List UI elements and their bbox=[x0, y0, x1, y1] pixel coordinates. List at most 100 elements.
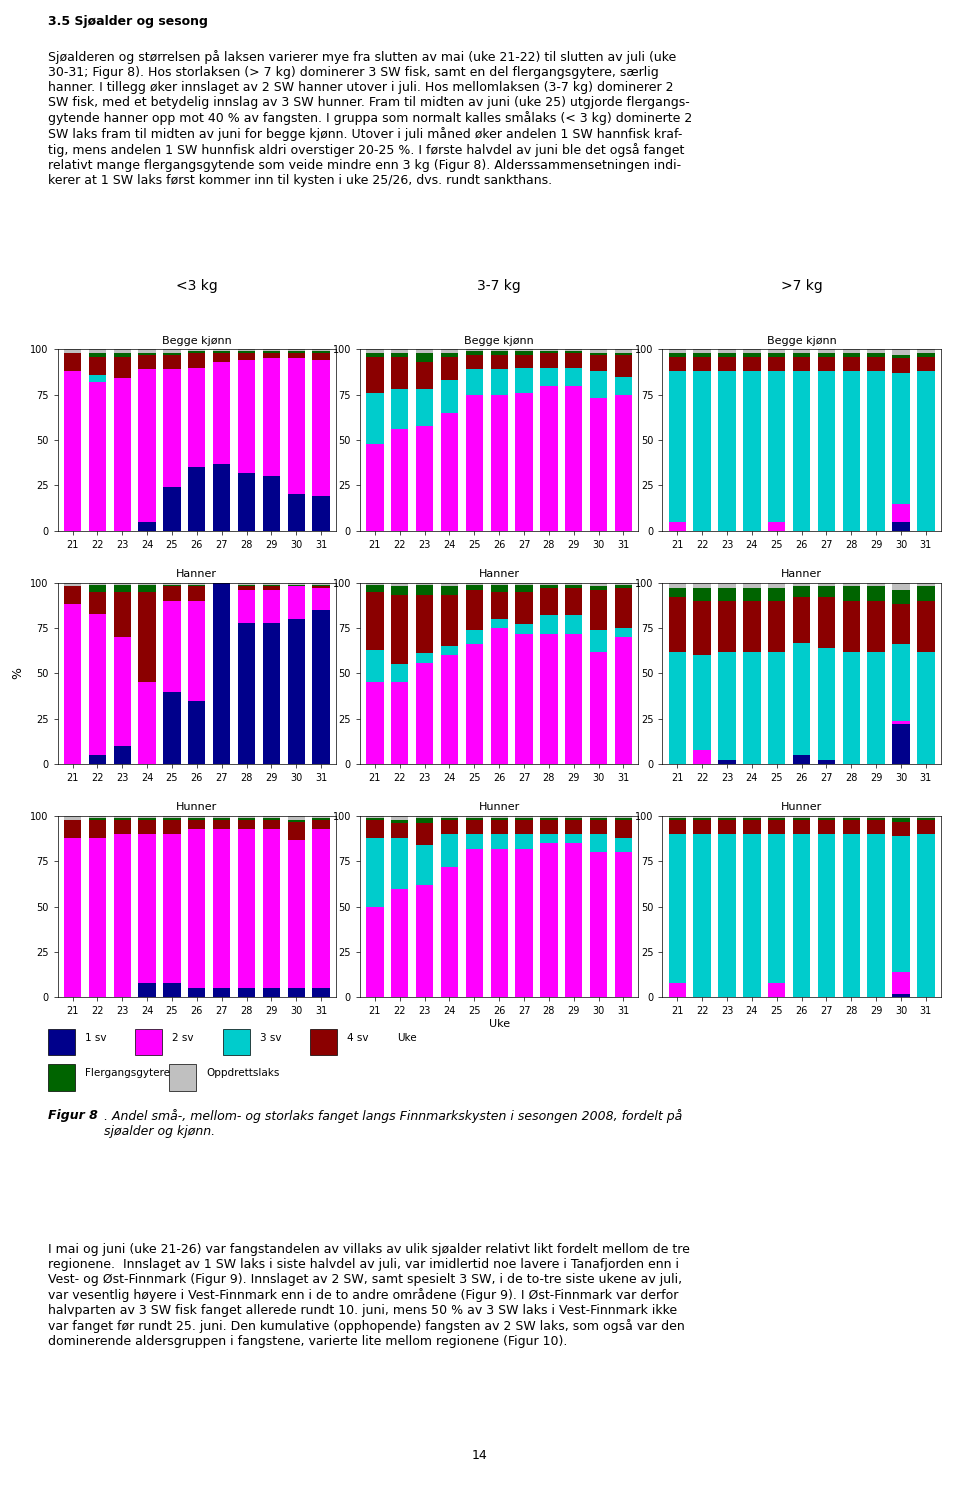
Bar bbox=[391, 353, 408, 356]
Bar bbox=[614, 355, 633, 377]
Bar bbox=[768, 356, 785, 371]
Bar bbox=[590, 835, 608, 852]
Bar bbox=[312, 588, 330, 610]
Bar bbox=[818, 760, 835, 765]
Bar bbox=[466, 630, 483, 644]
Bar bbox=[893, 590, 910, 604]
Bar bbox=[88, 585, 106, 593]
Bar bbox=[63, 582, 82, 587]
Bar bbox=[590, 818, 608, 820]
Bar bbox=[391, 349, 408, 353]
Bar bbox=[312, 817, 330, 818]
Bar bbox=[590, 630, 608, 652]
Bar bbox=[743, 818, 760, 820]
Bar bbox=[491, 395, 508, 530]
Bar bbox=[768, 588, 785, 601]
Bar bbox=[441, 380, 458, 413]
Bar bbox=[893, 373, 910, 503]
Bar bbox=[793, 582, 810, 587]
Bar bbox=[718, 817, 735, 818]
Bar bbox=[312, 585, 330, 587]
Bar bbox=[288, 353, 305, 358]
Bar bbox=[466, 395, 483, 530]
Bar bbox=[668, 597, 686, 652]
Bar bbox=[441, 655, 458, 765]
Bar bbox=[312, 610, 330, 765]
Bar bbox=[868, 582, 885, 587]
Bar bbox=[391, 429, 408, 530]
Bar bbox=[743, 652, 760, 765]
Bar bbox=[163, 817, 180, 818]
Bar bbox=[668, 588, 686, 597]
Bar bbox=[693, 356, 710, 371]
Bar bbox=[163, 355, 180, 370]
Bar bbox=[917, 349, 935, 353]
Bar bbox=[366, 353, 384, 356]
Bar bbox=[238, 989, 255, 998]
Bar bbox=[491, 585, 508, 593]
Text: Flergangsgytere: Flergangsgytere bbox=[85, 1068, 170, 1078]
Bar bbox=[743, 356, 760, 371]
Bar bbox=[491, 352, 508, 355]
Bar bbox=[113, 585, 131, 593]
Bar bbox=[590, 817, 608, 818]
Bar bbox=[540, 843, 558, 998]
Bar bbox=[793, 371, 810, 530]
Bar bbox=[416, 845, 433, 885]
Bar bbox=[693, 353, 710, 356]
Bar bbox=[743, 582, 760, 588]
Bar bbox=[693, 349, 710, 353]
Bar bbox=[188, 352, 205, 353]
Bar bbox=[416, 823, 433, 845]
Bar bbox=[917, 356, 935, 371]
Bar bbox=[466, 355, 483, 370]
Bar bbox=[163, 820, 180, 835]
Bar bbox=[466, 370, 483, 395]
Bar bbox=[263, 358, 280, 477]
Bar bbox=[516, 394, 533, 530]
Bar bbox=[213, 353, 230, 362]
Bar bbox=[416, 349, 433, 353]
Bar bbox=[391, 683, 408, 765]
Bar bbox=[718, 835, 735, 998]
Bar bbox=[614, 582, 633, 585]
Bar bbox=[743, 835, 760, 998]
Bar bbox=[48, 1029, 75, 1056]
Bar bbox=[263, 829, 280, 989]
Bar bbox=[441, 413, 458, 530]
Bar bbox=[391, 595, 408, 664]
Bar bbox=[693, 371, 710, 530]
Bar bbox=[540, 615, 558, 634]
Bar bbox=[540, 367, 558, 386]
Text: Figur 8: Figur 8 bbox=[48, 1109, 98, 1121]
Bar bbox=[818, 356, 835, 371]
Bar bbox=[88, 818, 106, 820]
Bar bbox=[213, 362, 230, 463]
Bar bbox=[614, 628, 633, 637]
Bar bbox=[818, 647, 835, 760]
Bar bbox=[188, 582, 205, 585]
Bar bbox=[614, 818, 633, 820]
Bar bbox=[138, 983, 156, 998]
Bar bbox=[263, 477, 280, 530]
Bar bbox=[693, 655, 710, 750]
Bar bbox=[843, 818, 860, 820]
Bar bbox=[163, 587, 180, 601]
Bar bbox=[263, 622, 280, 765]
Bar bbox=[868, 353, 885, 356]
Bar bbox=[416, 362, 433, 389]
Bar bbox=[138, 521, 156, 530]
Bar bbox=[893, 604, 910, 644]
Bar bbox=[693, 582, 710, 588]
Bar bbox=[614, 395, 633, 530]
Bar bbox=[88, 582, 106, 585]
Bar bbox=[88, 613, 106, 754]
Bar bbox=[693, 835, 710, 998]
Bar bbox=[516, 634, 533, 765]
Y-axis label: %: % bbox=[12, 667, 25, 680]
Bar bbox=[163, 582, 180, 585]
Bar bbox=[743, 353, 760, 356]
Bar bbox=[718, 349, 735, 353]
Bar bbox=[668, 818, 686, 820]
Bar bbox=[793, 587, 810, 597]
